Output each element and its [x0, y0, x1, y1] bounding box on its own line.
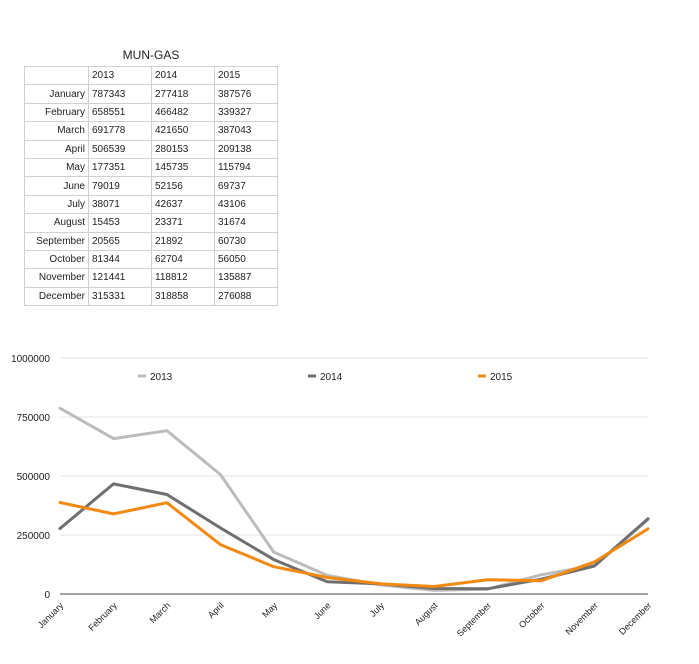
legend-label-2015: 2015: [490, 372, 513, 383]
table-cell: 387576: [214, 84, 278, 104]
table-cell: 31674: [214, 213, 278, 233]
table-row: June 79019 52156 69737: [24, 176, 278, 196]
x-tick-label: July: [368, 600, 387, 619]
gridlines: [60, 357, 648, 595]
table-cell: 56050: [214, 249, 278, 270]
x-tick-label: November: [564, 600, 600, 636]
row-header-month: July: [24, 194, 89, 215]
legend-label-2014: 2014: [320, 372, 343, 383]
table-cell: 20565: [88, 231, 152, 251]
table-cell: 318858: [151, 286, 215, 307]
table-row: October 81344 62704 56050: [24, 249, 278, 270]
row-header-month: June: [24, 176, 89, 196]
x-tick-label: October: [517, 600, 547, 630]
x-tick-label: August: [413, 600, 440, 627]
column-header: 2015: [214, 65, 278, 86]
table-cell: 421650: [151, 121, 215, 141]
y-tick-label: 0: [44, 590, 50, 601]
table-row: February 658551 466482 339327: [24, 102, 278, 123]
x-tick-label: February: [86, 600, 119, 633]
table-cell: 81344: [88, 249, 152, 270]
x-tick-label: March: [148, 600, 173, 625]
column-header: 2014: [151, 65, 215, 86]
table-cell: 118812: [151, 268, 215, 288]
table-cell: 135887: [214, 268, 278, 288]
table-cell: 387043: [214, 121, 278, 141]
table-cell: 466482: [151, 102, 215, 123]
x-tick-label: June: [312, 600, 333, 621]
table-cell: 21892: [151, 231, 215, 251]
table-cell: 38071: [88, 194, 152, 215]
table-row: July 38071 42637 43106: [24, 194, 278, 215]
table-cell: 658551: [88, 102, 152, 123]
table-cell: 145735: [151, 157, 215, 178]
table-cell: 43106: [214, 194, 278, 215]
series-line-2015: [58, 501, 650, 588]
table-cell: 209138: [214, 139, 278, 159]
row-header-month: May: [24, 157, 89, 178]
table-cell: 121441: [88, 268, 152, 288]
table-row: November 121441 118812 135887: [24, 268, 278, 288]
row-header-month: October: [24, 249, 89, 270]
table-cell: 177351: [88, 157, 152, 178]
y-tick-label: 750000: [17, 413, 51, 424]
table-title: MUN-GAS: [122, 48, 180, 62]
table-cell: 42637: [151, 194, 215, 215]
x-tick-label: January: [36, 600, 66, 630]
table-row: August 15453 23371 31674: [24, 213, 278, 233]
row-header-month: September: [24, 231, 89, 251]
table-cell: 115794: [214, 157, 278, 178]
legend: 2013 2014 2015: [138, 372, 513, 383]
table-row: January 787343 277418 387576: [24, 84, 278, 104]
table-cell: 69737: [214, 176, 278, 196]
table-row: May 177351 145735 115794: [24, 157, 278, 178]
row-header-month: February: [24, 102, 89, 123]
table-body: January 787343 277418 387576 February 658551 4…: [24, 84, 278, 307]
table-cell: 280153: [151, 139, 215, 159]
y-axis: 0 250000 500000 750000 1000000: [11, 354, 50, 601]
row-header-month: December: [24, 286, 89, 307]
table-cell: 277418: [151, 84, 215, 104]
x-tick-label: May: [260, 600, 279, 619]
table-cell: 15453: [88, 213, 152, 233]
table-cell: 62704: [151, 249, 215, 270]
table-header-row: 2013 2014 2015: [24, 65, 278, 86]
table-row: September 20565 21892 60730: [24, 231, 278, 251]
x-tick-label: December: [617, 600, 653, 636]
row-header-month: April: [24, 139, 89, 159]
row-header-month: January: [24, 84, 89, 104]
series-lines: [58, 406, 650, 592]
table-row: December 315331 318858 276088: [24, 286, 278, 307]
column-header: 2013: [88, 65, 152, 86]
series-line-2013: [58, 406, 650, 592]
x-tick-label: September: [455, 600, 493, 638]
table-cell: 276088: [214, 286, 278, 307]
y-tick-label: 1000000: [11, 354, 50, 365]
table-row: March 691778 421650 387043: [24, 121, 278, 141]
table-cell: 315331: [88, 286, 152, 307]
table-cell: 339327: [214, 102, 278, 123]
y-tick-label: 250000: [17, 531, 51, 542]
line-chart: 0 250000 500000 750000 1000000 January Februa…: [11, 354, 654, 639]
row-header-month: March: [24, 121, 89, 141]
row-header-month: November: [24, 268, 89, 288]
table-cell: 691778: [88, 121, 152, 141]
table-cell: 506539: [88, 139, 152, 159]
table-cell: 60730: [214, 231, 278, 251]
x-tick-label: April: [206, 600, 226, 620]
table-cell: 23371: [151, 213, 215, 233]
table-cell: 52156: [151, 176, 215, 196]
table-corner-cell: [24, 65, 89, 86]
y-tick-label: 500000: [17, 472, 51, 483]
table-cell: 787343: [88, 84, 152, 104]
x-axis: January February March April May June July Augu…: [36, 600, 654, 639]
table-cell: 79019: [88, 176, 152, 196]
data-table: 2013 2014 2015 January 787343 277418 387576…: [24, 65, 278, 307]
table-row: April 506539 280153 209138: [24, 139, 278, 159]
row-header-month: August: [24, 213, 89, 233]
legend-label-2013: 2013: [150, 372, 173, 383]
